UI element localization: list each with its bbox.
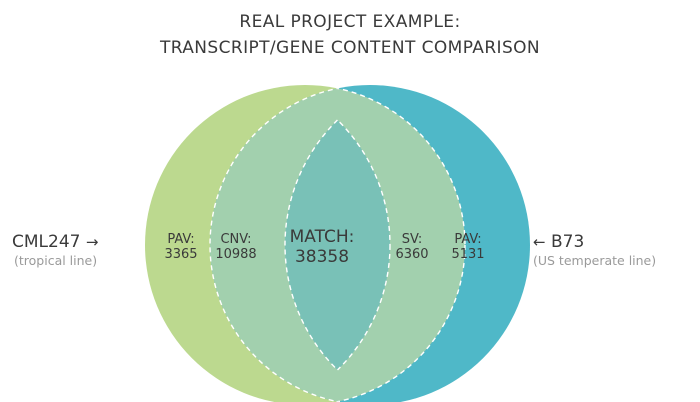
left-arrow-icon: ← <box>533 233 546 251</box>
match-right-dashed-edge <box>284 85 390 402</box>
match-label: MATCH: <box>290 227 355 247</box>
left-circle-dashed-edge <box>210 85 466 402</box>
sv-label: SV: <box>402 232 422 247</box>
left-genome-description: (tropical line) <box>14 253 98 268</box>
pav-left-value: 3365 <box>164 247 197 262</box>
sv-value: 6360 <box>395 247 428 262</box>
match-value: 38358 <box>295 247 349 267</box>
diagram-title-line-1: REAL PROJECT EXAMPLE: <box>239 12 461 32</box>
pav-right-label: PAV: <box>454 232 481 247</box>
right-genome-name: B73 <box>550 232 585 252</box>
cnv-label: CNV: <box>220 232 251 247</box>
right-genome-description: (US temperate line) <box>533 253 657 268</box>
match-left-dashed-edge <box>285 85 391 402</box>
right-arrow-icon: → <box>85 233 99 251</box>
pav-right-value: 5131 <box>451 247 484 262</box>
left-genome-name: CML247 <box>12 232 81 252</box>
left-genome-label: CML247 → (tropical line) <box>12 232 98 268</box>
right-genome-label: ← B73 (US temperate line) <box>533 232 656 268</box>
cnv-value: 10988 <box>215 247 256 262</box>
diagram-title-line-2: TRANSCRIPT/GENE CONTENT COMPARISON <box>159 38 541 58</box>
pav-left-label: PAV: <box>167 232 194 247</box>
